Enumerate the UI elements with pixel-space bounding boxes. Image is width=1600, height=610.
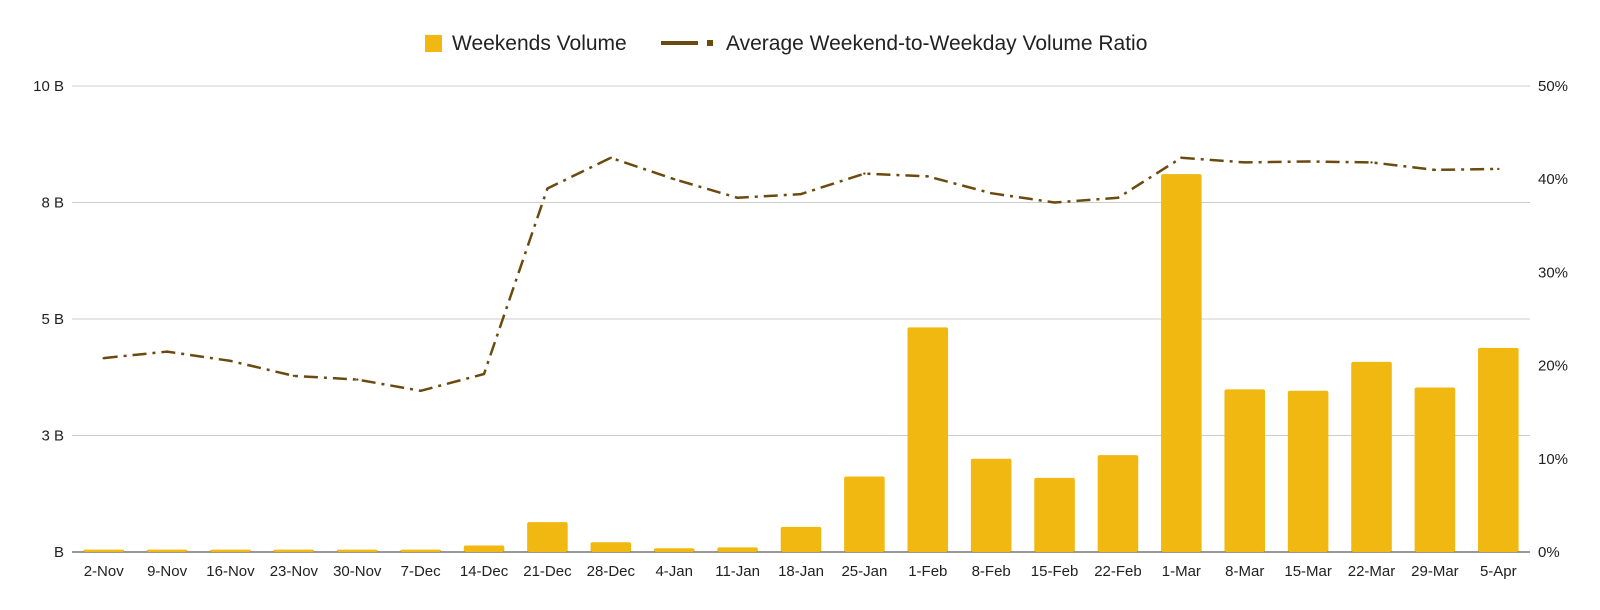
legend: Weekends Volume Average Weekend-to-Weekd…	[425, 32, 1147, 55]
bar	[1478, 347, 1519, 552]
x-tick-label: 30-Nov	[333, 563, 382, 580]
bar	[653, 548, 695, 552]
y-right-tick-label: 20%	[1538, 358, 1568, 375]
x-tick-label: 9-Nov	[147, 563, 188, 580]
ratio-point	[165, 350, 169, 353]
x-tick-label: 15-Mar	[1284, 563, 1332, 580]
x-tick-label: 1-Mar	[1162, 563, 1201, 580]
ratio-point	[1433, 168, 1437, 172]
legend-line-swatch	[661, 40, 713, 46]
x-tick-label: 23-Nov	[270, 563, 319, 580]
bar	[844, 476, 885, 552]
x-tick-label: 8-Feb	[972, 563, 1011, 580]
ratio-point	[1180, 156, 1183, 159]
bar	[1224, 389, 1266, 552]
ratio-point	[1497, 167, 1500, 171]
y-axis-right: 0% 10% 20% 30% 40% 50%	[1538, 78, 1568, 561]
x-tick-label: 18-Jan	[778, 563, 824, 580]
ratio-point	[356, 378, 359, 381]
x-tick-label: 16-Nov	[206, 563, 255, 580]
bar	[780, 526, 822, 552]
y-left-tick-label: 10 B	[33, 78, 64, 95]
x-tick-label: 21-Dec	[523, 563, 572, 580]
ratio-point	[799, 192, 803, 196]
ratio-point	[102, 356, 105, 360]
bar	[273, 549, 315, 552]
y-right-tick-label: 10%	[1538, 451, 1568, 468]
bar	[463, 545, 505, 552]
x-tick-label: 7-Dec	[401, 563, 442, 580]
x-tick-label: 1-Feb	[908, 563, 947, 580]
x-tick-label: 5-Apr	[1480, 563, 1517, 580]
x-tick-label: 29-Mar	[1411, 563, 1459, 580]
ratio-line-path	[103, 156, 1499, 393]
legend-bar-swatch	[425, 35, 442, 52]
x-axis: 2-Nov 9-Nov 16-Nov 23-Nov 30-Nov 7-Dec 14-Dec 2…	[84, 563, 1517, 580]
x-tick-label: 8-Mar	[1225, 563, 1264, 580]
legend-bar-label: Weekends Volume	[452, 32, 627, 55]
bar	[1414, 387, 1456, 552]
ratio-point	[989, 191, 993, 195]
x-tick-label: 25-Jan	[841, 563, 887, 580]
ratio-point	[546, 187, 549, 190]
y-right-tick-label: 0%	[1538, 544, 1560, 561]
bar	[210, 549, 251, 552]
y-left-tick-label: B	[54, 544, 64, 561]
bar	[83, 549, 124, 552]
x-tick-label: 11-Jan	[715, 563, 760, 580]
bar	[970, 458, 1012, 552]
y-right-tick-label: 40%	[1538, 171, 1568, 188]
ratio-point	[1243, 161, 1246, 164]
bar	[717, 547, 758, 552]
ratio-point	[926, 175, 929, 178]
bars	[83, 174, 1519, 552]
ratio-line	[102, 156, 1500, 393]
bar	[1097, 455, 1139, 552]
bar	[527, 522, 568, 552]
x-tick-label: 22-Mar	[1348, 563, 1396, 580]
legend-line-label: Average Weekend-to-Weekday Volume Ratio	[726, 32, 1147, 55]
x-tick-label: 2-Nov	[84, 563, 125, 580]
ratio-point	[1370, 161, 1373, 164]
x-tick-label: 22-Feb	[1094, 563, 1142, 580]
bar	[1161, 174, 1202, 552]
bar	[400, 549, 441, 552]
y-right-tick-label: 30%	[1538, 264, 1568, 281]
bar	[1034, 477, 1075, 552]
bar	[1287, 390, 1329, 552]
bar	[907, 327, 949, 552]
ratio-point	[609, 156, 613, 159]
x-tick-label: 4-Jan	[655, 563, 693, 580]
ratio-point	[1306, 160, 1310, 163]
y-left-tick-label: 8 B	[41, 195, 64, 212]
bar	[1351, 361, 1392, 552]
ratio-point	[419, 389, 422, 392]
bar	[336, 549, 378, 552]
y-right-tick-label: 50%	[1538, 78, 1568, 95]
ratio-point	[736, 196, 739, 200]
ratio-point	[863, 172, 866, 175]
y-left-tick-label: 3 B	[41, 428, 64, 445]
ratio-point	[482, 372, 486, 376]
x-tick-label: 15-Feb	[1031, 563, 1079, 580]
bar	[590, 542, 632, 552]
x-tick-label: 28-Dec	[587, 563, 636, 580]
ratio-point	[1053, 201, 1056, 204]
gridlines	[72, 85, 1530, 553]
x-tick-label: 14-Dec	[460, 563, 509, 580]
y-left-tick-label: 5 B	[41, 311, 64, 328]
bar	[146, 549, 188, 552]
ratio-point	[229, 359, 232, 363]
ratio-point	[1116, 196, 1120, 200]
ratio-point	[673, 178, 676, 181]
ratio-point	[292, 374, 296, 378]
y-axis-left: B 3 B 5 B 8 B 10 B	[33, 78, 64, 561]
